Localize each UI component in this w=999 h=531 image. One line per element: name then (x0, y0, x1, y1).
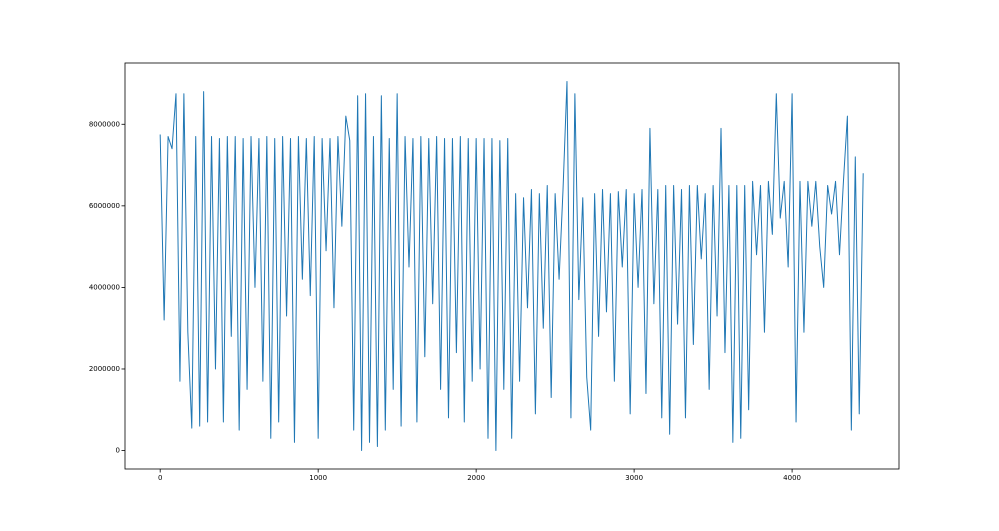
data-line (159, 80, 864, 452)
x-tick-label: 4000 (783, 474, 801, 482)
x-tick-label: 1000 (309, 474, 327, 482)
y-tick-label: 0 (116, 447, 120, 455)
x-tick-label: 3000 (625, 474, 643, 482)
x-tick-label: 2000 (467, 474, 485, 482)
plot-frame (124, 62, 900, 470)
x-tick-label: 0 (158, 474, 162, 482)
y-tick-label: 8000000 (89, 120, 120, 128)
y-tick-label: 2000000 (89, 365, 120, 373)
y-tick-label: 6000000 (89, 202, 120, 210)
y-tick-label: 4000000 (89, 283, 120, 291)
